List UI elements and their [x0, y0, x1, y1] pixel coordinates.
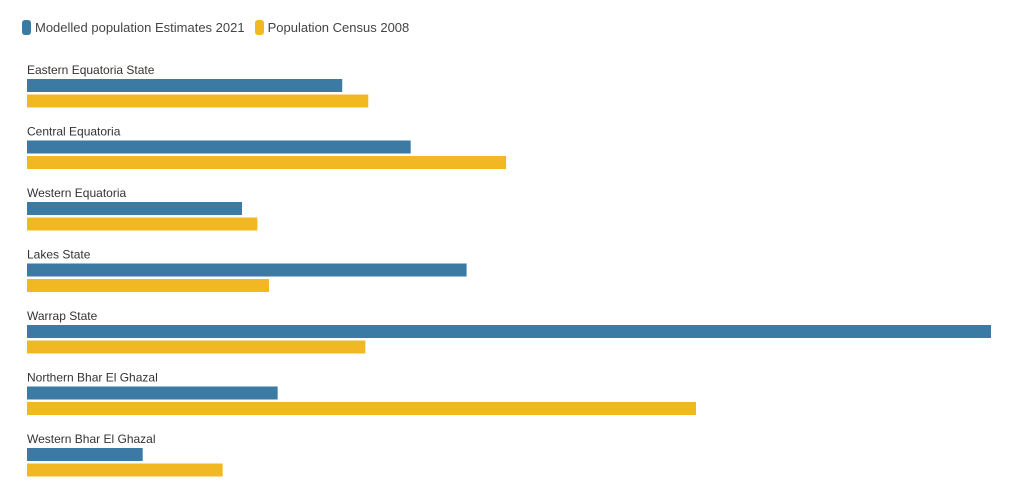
bar-census-2008-northern-bhar-el-ghazal[interactable] [27, 402, 697, 415]
bar-modelled-2021-western-equatoria[interactable] [27, 202, 242, 215]
bar-modelled-2021-central-equatoria[interactable] [27, 140, 411, 154]
bar-group-eastern-equatoria-state: Eastern Equatoria State [27, 63, 369, 108]
legend-item-census-2008[interactable]: Population Census 2008 [254, 20, 410, 35]
bar-census-2008-western-equatoria[interactable] [27, 217, 258, 231]
category-label: Western Equatoria [27, 186, 126, 200]
category-label: Central Equatoria [27, 125, 121, 139]
category-label: Eastern Equatoria State [27, 63, 155, 77]
bar-census-2008-central-equatoria[interactable] [27, 156, 507, 169]
legend-swatch-census-2008 [254, 20, 264, 35]
bar-modelled-2021-lakes-state[interactable] [27, 263, 467, 277]
bar-group-northern-bhar-el-ghazal: Northern Bhar El Ghazal [27, 371, 697, 415]
bar-census-2008-warrap-state[interactable] [27, 340, 366, 354]
bar-census-2008-eastern-equatoria-state[interactable] [27, 94, 369, 108]
category-label: Northern Bhar El Ghazal [27, 371, 158, 385]
legend-swatch-modelled-2021 [22, 20, 31, 35]
bar-group-western-bhar-el-ghazal: Western Bhar El Ghazal [27, 432, 223, 477]
category-label: Lakes State [27, 248, 91, 262]
bar-modelled-2021-western-bhar-el-ghazal[interactable] [27, 448, 143, 461]
category-label: Western Bhar El Ghazal [27, 432, 156, 446]
bar-modelled-2021-eastern-equatoria-state[interactable] [27, 79, 343, 92]
bar-group-warrap-state: Warrap State [27, 309, 991, 354]
legend-label-modelled-2021: Modelled population Estimates 2021 [35, 20, 245, 35]
category-label: Warrap State [27, 309, 98, 323]
bar-group-central-equatoria: Central Equatoria [27, 125, 507, 169]
bar-group-western-equatoria: Western Equatoria [27, 186, 258, 231]
legend-label-census-2008: Population Census 2008 [267, 20, 410, 35]
bar-group-lakes-state: Lakes State [27, 248, 467, 292]
bar-modelled-2021-warrap-state[interactable] [27, 325, 991, 338]
chart-legend: Modelled population Estimates 2021 Popul… [22, 20, 409, 35]
bar-modelled-2021-northern-bhar-el-ghazal[interactable] [27, 386, 278, 400]
bar-census-2008-western-bhar-el-ghazal[interactable] [27, 463, 223, 477]
legend-item-modelled-2021[interactable]: Modelled population Estimates 2021 [22, 20, 245, 35]
bar-census-2008-lakes-state[interactable] [27, 279, 269, 292]
